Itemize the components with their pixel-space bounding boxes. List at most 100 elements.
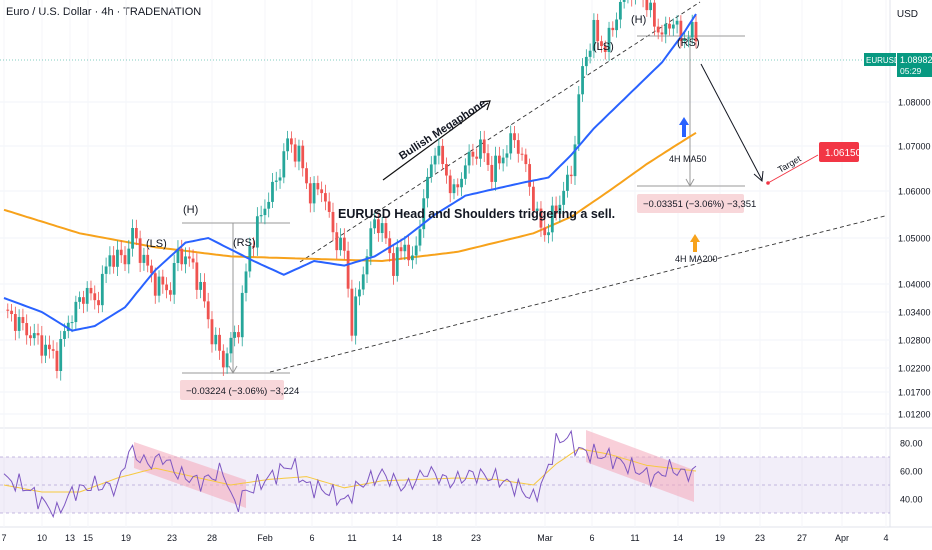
candle-body xyxy=(600,41,603,47)
time-axis: 7 10 13 15 19 23 28 Feb 6 11 14 18 23 Mar 6 11 14 19 23 27 A… xyxy=(1,533,888,543)
time-tick-label: 10 xyxy=(37,533,47,543)
candle-body xyxy=(656,26,660,33)
candle-body xyxy=(429,164,433,177)
candle-body xyxy=(539,208,543,228)
right-h-label: (H) xyxy=(631,14,646,26)
candle-body xyxy=(596,19,600,42)
candle-body xyxy=(361,274,365,290)
megaphone-lower-line xyxy=(269,215,886,373)
candle-body xyxy=(649,2,653,11)
candle-body xyxy=(376,219,380,234)
candle-body xyxy=(286,138,290,152)
candle-body xyxy=(274,180,278,182)
candle-body xyxy=(312,183,316,204)
candle-body xyxy=(410,255,414,261)
candle-body xyxy=(426,176,429,199)
candle-body xyxy=(671,24,675,29)
candle-body xyxy=(32,333,36,339)
candle-body xyxy=(535,208,539,211)
candle-body xyxy=(331,211,335,233)
candle-body xyxy=(505,153,509,158)
candle-body xyxy=(240,292,244,338)
candle-body xyxy=(104,266,108,274)
left-hs-measure-head xyxy=(228,365,238,375)
price-tick-label: 1.01200 xyxy=(898,410,931,420)
rsi-axis: 80.00 60.00 40.00 xyxy=(900,439,923,505)
candle-body xyxy=(445,164,448,176)
candle-body xyxy=(297,145,301,162)
candle-body xyxy=(543,227,547,236)
candle-body xyxy=(157,276,161,296)
candle-body xyxy=(293,144,297,162)
candle-body xyxy=(218,334,221,351)
candle-body xyxy=(180,248,184,265)
candle-body xyxy=(187,256,191,259)
time-tick-label: 14 xyxy=(392,533,402,543)
candle-body xyxy=(550,205,554,233)
time-tick-label: 7 xyxy=(1,533,6,543)
candle-body xyxy=(660,32,664,35)
candle-body xyxy=(214,334,218,345)
projection-arrow xyxy=(700,63,763,181)
chart-title: Euro / U.S. Dollar · 4h · TRADENATION xyxy=(6,6,202,18)
candle-body xyxy=(116,249,119,267)
time-tick-label: 6 xyxy=(589,533,594,543)
ma200-arrow xyxy=(690,234,700,252)
candle-body xyxy=(501,157,505,164)
candle-body xyxy=(308,183,312,204)
candle-body xyxy=(233,332,237,338)
candle-body xyxy=(342,237,346,251)
candle-body xyxy=(6,309,10,311)
candle-body xyxy=(63,331,66,339)
ma50-path xyxy=(3,13,697,332)
candle-body xyxy=(191,258,195,263)
candle-body xyxy=(346,250,350,289)
candle-body xyxy=(327,201,331,212)
candle-body xyxy=(448,175,452,194)
candle-body xyxy=(581,66,584,95)
candle-body xyxy=(358,289,361,297)
candle-body xyxy=(339,237,342,251)
left-ls-label: (LS) xyxy=(146,238,167,250)
candle-body xyxy=(210,319,214,345)
candle-body xyxy=(554,205,558,214)
candle-body xyxy=(618,1,622,20)
time-tick-label: 15 xyxy=(83,533,93,543)
candle-body xyxy=(119,249,123,256)
currency-label: USD xyxy=(896,9,918,20)
candle-body xyxy=(320,189,324,194)
candle-body xyxy=(150,265,153,274)
candle-body xyxy=(40,335,44,356)
candle-body xyxy=(17,317,21,331)
time-tick-label: 11 xyxy=(347,533,356,543)
candle-body xyxy=(392,253,395,276)
candle-body xyxy=(622,0,626,2)
candle-body xyxy=(44,344,47,356)
pattern-arrowhead xyxy=(479,100,491,111)
time-tick-label: 6 xyxy=(309,533,314,543)
candle-body xyxy=(441,145,445,165)
candle-body xyxy=(97,300,100,306)
right-hs-measure-head xyxy=(685,178,695,188)
time-tick-label: Apr xyxy=(835,533,849,543)
candle-body xyxy=(301,145,305,169)
price-tick-label: 1.05000 xyxy=(898,234,931,244)
target-tag-value: 1.06150 xyxy=(825,148,862,159)
pattern-arrow xyxy=(382,102,489,181)
candle-body xyxy=(255,216,259,248)
projection-arrowhead xyxy=(753,170,764,183)
price-tag-value: 1.08982 xyxy=(900,55,932,65)
candle-body xyxy=(165,284,169,291)
time-tick-label: 27 xyxy=(797,533,807,543)
candle-body xyxy=(513,133,516,141)
time-tick-label: 19 xyxy=(715,533,725,543)
candle-body xyxy=(25,323,29,336)
rsi-tick-label: 80.00 xyxy=(900,439,923,449)
candle-body xyxy=(373,219,376,229)
price-tick-label: 1.07000 xyxy=(898,142,931,152)
candle-body xyxy=(687,37,690,39)
candle-body xyxy=(486,153,490,165)
price-tick-label: 1.03400 xyxy=(898,308,931,318)
ma50-arrow xyxy=(679,117,689,137)
